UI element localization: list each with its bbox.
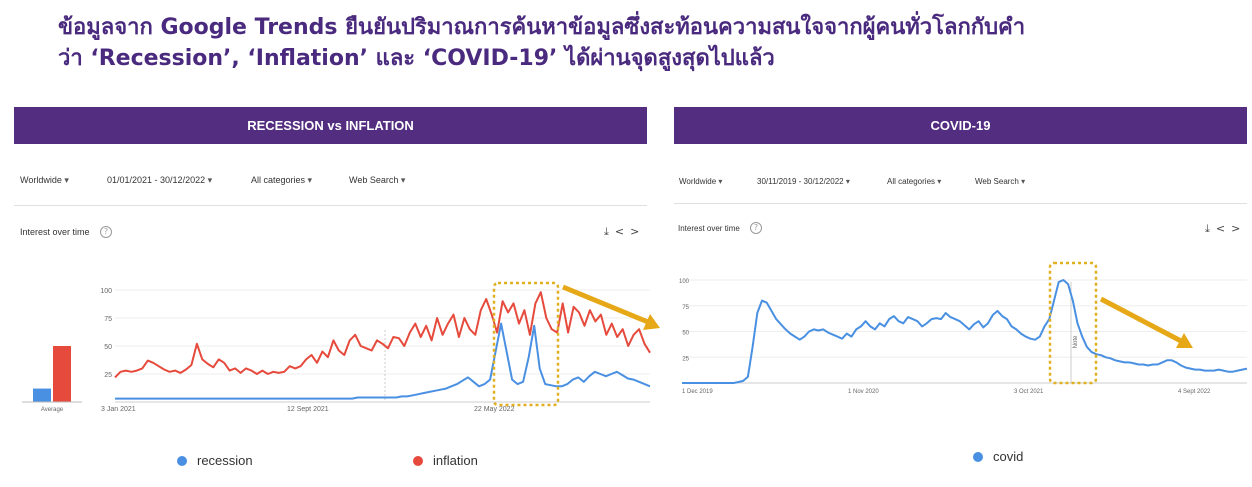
chart-tools: ⤓<> <box>604 225 645 239</box>
filter-row-right: Worldwide 30/11/2019 - 30/12/2022 All ca… <box>679 177 1239 191</box>
y-tick-label: 75 <box>682 305 689 311</box>
embed-code-icon[interactable]: <> <box>614 225 646 238</box>
series-line-covid <box>682 279 1248 384</box>
date-range-filter[interactable]: 01/01/2021 - 30/12/2022 <box>107 175 212 186</box>
series-line-recession <box>115 322 651 400</box>
category-filter[interactable]: All categories <box>887 177 941 186</box>
legend-label-covid: covid <box>993 449 1024 464</box>
average-bar-inflation <box>53 346 71 402</box>
headline-line-1: ข้อมูลจาก Google Trends ยืนยันปริมาณการค… <box>58 15 1026 40</box>
region-filter[interactable]: Worldwide <box>679 177 722 186</box>
panel-header-covid: COVID-19 <box>674 107 1247 144</box>
y-tick-label: 100 <box>679 279 690 285</box>
average-label: Average <box>41 407 64 413</box>
headline-line-2: ว่า ‘Recession’, ‘Inflation’ และ ‘COVID-… <box>58 46 775 71</box>
trend-arrow-shaft <box>562 284 649 325</box>
interest-over-time-label: Interest over time <box>20 227 90 237</box>
legend-item-covid: covid <box>973 449 1023 464</box>
legend-marker-inflation <box>413 456 423 466</box>
help-circle-icon[interactable]: ? <box>100 226 112 238</box>
y-tick-label: 25 <box>104 372 112 379</box>
download-icon[interactable]: ⤓ <box>1205 222 1216 235</box>
series-line-inflation <box>114 291 651 379</box>
x-tick-label: 12 Sept 2021 <box>287 406 329 413</box>
region-filter[interactable]: Worldwide <box>20 175 69 186</box>
legend-marker-covid <box>973 452 983 462</box>
help-circle-icon[interactable]: ? <box>750 222 762 234</box>
y-tick-label: 50 <box>104 344 112 351</box>
x-tick-label: 22 May 2022 <box>474 406 515 413</box>
card-divider <box>674 203 1247 204</box>
chart-tools: ⤓<> <box>1205 222 1246 236</box>
y-tick-label: 50 <box>682 331 689 337</box>
x-tick-label: 3 Oct 2021 <box>1014 389 1044 395</box>
card-divider <box>14 205 647 206</box>
y-tick-label: 25 <box>682 356 689 362</box>
embed-code-icon[interactable]: <> <box>1215 222 1247 235</box>
x-tick-label: 1 Dec 2019 <box>682 389 713 395</box>
download-icon[interactable]: ⤓ <box>604 225 615 238</box>
x-tick-label: 3 Jan 2021 <box>101 406 136 413</box>
legend-label-recession: recession <box>197 453 253 468</box>
y-tick-label: 75 <box>104 316 112 323</box>
peak-highlight-box <box>1048 261 1098 385</box>
trend-arrow-head <box>643 314 660 330</box>
trend-arrow-head <box>1176 333 1193 348</box>
legend-marker-recession <box>177 456 187 466</box>
headline: ข้อมูลจาก Google Trends ยืนยันปริมาณการค… <box>58 12 1208 74</box>
panel-header-recession-inflation: RECESSION vs INFLATION <box>14 107 647 144</box>
legend-label-inflation: inflation <box>433 453 478 468</box>
peak-highlight-box <box>492 281 560 407</box>
legend-item-recession: recession <box>177 453 253 468</box>
search-type-filter[interactable]: Web Search <box>349 175 405 186</box>
y-tick-label: 100 <box>100 288 112 295</box>
average-bar-recession <box>33 388 51 402</box>
filter-row-left: Worldwide 01/01/2021 - 30/12/2022 All ca… <box>20 175 640 189</box>
search-type-filter[interactable]: Web Search <box>975 177 1025 186</box>
category-filter[interactable]: All categories <box>251 175 312 186</box>
date-range-filter[interactable]: 30/11/2019 - 30/12/2022 <box>757 177 850 186</box>
trend-arrow-shaft <box>1099 296 1183 344</box>
x-tick-label: 1 Nov 2020 <box>848 389 879 395</box>
x-tick-label: 4 Sept 2022 <box>1178 389 1211 395</box>
interest-over-time-label: Interest over time <box>678 224 740 233</box>
note-label: Note <box>1073 335 1079 348</box>
legend-item-inflation: inflation <box>413 453 478 468</box>
